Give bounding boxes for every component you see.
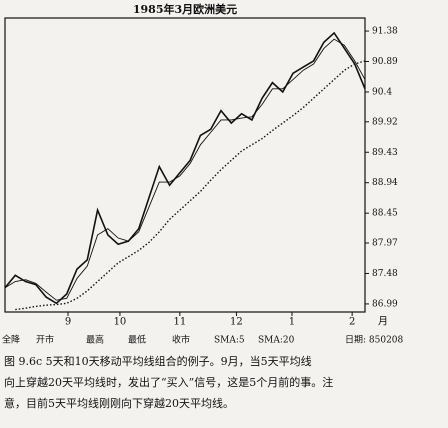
legend-entry: SMA:20 — [258, 336, 295, 346]
legend-entry: 收市 — [172, 334, 190, 346]
legend-entry: SMA:5 — [214, 336, 245, 346]
legend-field: 开市 — [36, 334, 54, 346]
caption-line: 意，目前5天平均线刚刚向下穿越20天平均线。 — [4, 396, 234, 410]
x-tick-label: 12 — [230, 317, 243, 328]
y-tick-label: 90.4 — [372, 87, 392, 97]
series-line — [15, 60, 366, 311]
y-tick-label: 86.99 — [372, 299, 398, 309]
y-tick-label: 87.48 — [372, 269, 398, 279]
y-tick-label: 89.43 — [372, 148, 398, 158]
x-tick-label: 2 — [349, 317, 355, 328]
y-tick-label: 91.38 — [372, 27, 398, 37]
y-tick-label: 87.97 — [372, 239, 398, 249]
x-tick-label: 11 — [173, 317, 186, 328]
y-tick-label: 90.89 — [372, 57, 398, 67]
chart-title: 1985年3月欧洲美元 — [133, 2, 237, 16]
y-tick-label: 89.92 — [372, 117, 398, 127]
x-tick-label: 10 — [114, 317, 127, 328]
y-tick-label: 88.45 — [372, 209, 398, 219]
x-tick-label: 1 — [289, 317, 295, 328]
series-line — [4, 38, 366, 301]
legend-field: 全降 — [2, 334, 20, 346]
series-line — [4, 31, 366, 305]
date-label: 日期: 850208 — [345, 335, 404, 346]
legend-field: 最低 — [128, 334, 146, 346]
caption-line: 向上穿越20天平均线时，发出了“买入”信号，这是5个月前的事。注 — [4, 375, 333, 389]
caption-line: 图 9.6c 5天和10天移动平均线组合的例子。9月，当5天平均线 — [4, 354, 312, 368]
plot-frame — [4, 17, 366, 313]
x-unit: 月 — [378, 316, 388, 328]
legend-field: 最高 — [86, 334, 104, 346]
y-tick-label: 88.94 — [372, 178, 398, 188]
x-tick-label: 9 — [65, 317, 71, 328]
